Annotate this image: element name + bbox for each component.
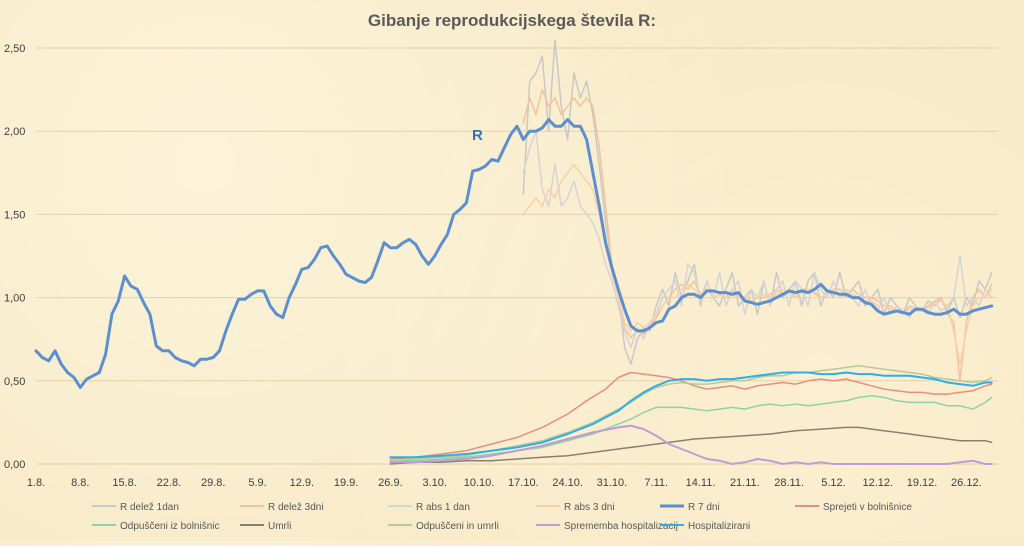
legend-label: Sprememba hospitalizacij bbox=[564, 521, 678, 532]
x-tick-label: 29.8. bbox=[201, 477, 225, 489]
x-tick-label: 19.9. bbox=[334, 477, 358, 489]
series-line bbox=[522, 38, 993, 365]
legend-label: Umrli bbox=[268, 521, 291, 532]
x-tick-label: 12.9. bbox=[290, 477, 314, 489]
x-tick-label: 12.12. bbox=[862, 477, 893, 489]
series-line bbox=[389, 365, 993, 462]
series-line bbox=[389, 426, 993, 465]
chart-title: Gibanje reprodukcijskega števila R: bbox=[368, 11, 656, 30]
x-tick-label: 24.10. bbox=[552, 477, 583, 489]
x-tick-label: 10.10. bbox=[464, 477, 495, 489]
legend-label: Odpuščeni in umrli bbox=[416, 521, 499, 532]
y-tick-label: 1,50 bbox=[4, 209, 25, 221]
x-tick-label: 5.12. bbox=[821, 477, 845, 489]
grid bbox=[36, 47, 998, 465]
x-tick-label: 7.11. bbox=[644, 477, 668, 489]
legend-label: Odpuščeni iz bolnišnic bbox=[120, 521, 220, 532]
y-tick-label: 2,00 bbox=[4, 126, 25, 138]
series-line bbox=[389, 371, 993, 460]
series-lines bbox=[34, 38, 994, 465]
x-axis: 1.8. 8.8. 15.8. 22.8. 29.8. 5.9. 12.9. 19.9. 26.… bbox=[27, 477, 982, 489]
x-tick-label: 15.8. bbox=[112, 477, 136, 489]
legend: R delež 1dan R delež 3dni R abs 1 dan R abs… bbox=[92, 502, 912, 532]
x-tick-label: 5.9. bbox=[248, 477, 266, 489]
y-tick-label: 0,50 bbox=[4, 376, 25, 388]
y-tick-label: 0,00 bbox=[4, 459, 25, 471]
series-line bbox=[34, 118, 994, 389]
series-line bbox=[389, 371, 993, 459]
x-tick-label: 31.10. bbox=[597, 477, 628, 489]
legend-label: Hospitalizirani bbox=[688, 521, 750, 532]
x-tick-label: 26.12. bbox=[951, 477, 982, 489]
legend-label: Sprejeti v bolnišnice bbox=[823, 502, 912, 513]
x-tick-label: 22.8. bbox=[157, 477, 181, 489]
x-tick-label: 14.11. bbox=[686, 477, 716, 489]
legend-label: R delež 3dni bbox=[268, 502, 324, 513]
series-line bbox=[522, 88, 993, 382]
legend-label: R abs 3 dni bbox=[564, 502, 615, 513]
y-tick-label: 1,00 bbox=[4, 293, 25, 305]
x-tick-label: 21.11. bbox=[730, 477, 760, 489]
x-tick-label: 8.8. bbox=[71, 477, 89, 489]
legend-label: R 7 dni bbox=[688, 502, 720, 513]
x-tick-label: 1.8. bbox=[27, 477, 45, 489]
series-line bbox=[522, 163, 993, 365]
x-tick-label: 19.12. bbox=[907, 477, 938, 489]
series-line bbox=[389, 424, 993, 465]
x-tick-label: 17.10. bbox=[508, 477, 539, 489]
x-tick-label: 3.10. bbox=[422, 477, 446, 489]
series-line bbox=[522, 130, 993, 349]
x-tick-label: 26.9. bbox=[378, 477, 402, 489]
legend-label: R abs 1 dan bbox=[416, 502, 470, 513]
y-tick-label: 2,50 bbox=[4, 43, 25, 55]
r-annotation: R bbox=[472, 127, 483, 144]
legend-label: R delež 1dan bbox=[120, 502, 179, 513]
series-line bbox=[389, 395, 993, 462]
x-tick-label: 28.11. bbox=[774, 477, 804, 489]
y-axis: 0,00 0,50 1,00 1,50 2,00 2,50 bbox=[4, 43, 25, 471]
